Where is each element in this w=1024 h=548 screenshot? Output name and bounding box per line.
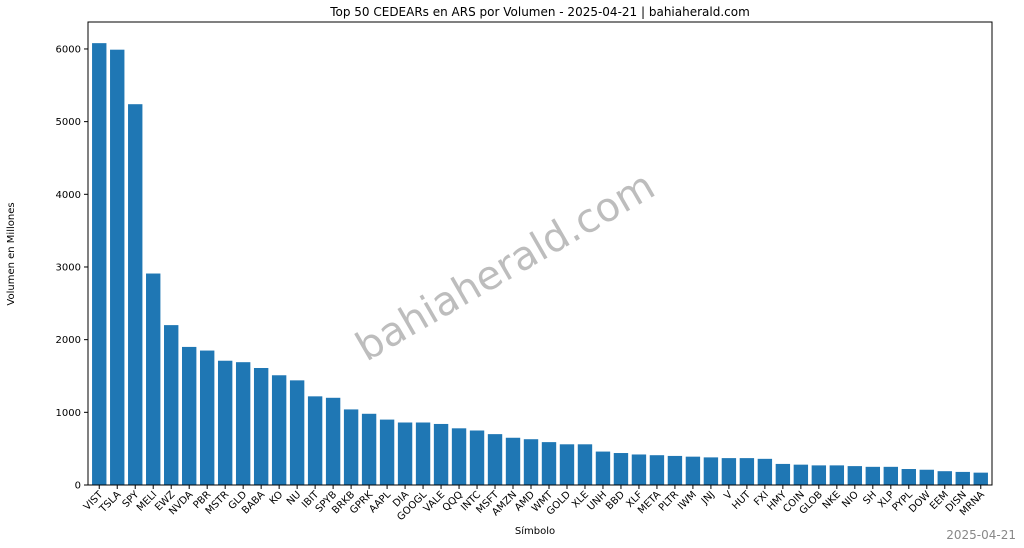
bar: [325, 397, 341, 485]
bar: [595, 451, 611, 485]
x-tick-label: NIO: [840, 489, 861, 510]
bar: [811, 465, 827, 485]
bar: [523, 439, 539, 485]
bar: [721, 458, 737, 485]
bar: [487, 434, 503, 485]
bar: [649, 455, 665, 485]
bar: [146, 273, 161, 485]
bar: [757, 458, 773, 485]
bar: [128, 104, 143, 485]
bar: [919, 469, 934, 485]
bar: [253, 367, 269, 485]
bar: [235, 362, 251, 485]
bar: [361, 413, 377, 485]
bar: [613, 453, 629, 485]
bar: [433, 423, 449, 485]
bar: [973, 472, 988, 485]
y-tick-label: 2000: [56, 335, 81, 346]
bar: [505, 437, 521, 485]
bar: [739, 458, 755, 485]
x-tick-label: UNH: [586, 489, 610, 513]
bar: [901, 469, 916, 485]
bar: [559, 444, 575, 485]
y-tick-label: 4000: [56, 190, 81, 201]
x-tick-label: NKE: [821, 489, 843, 511]
bar: [343, 409, 359, 485]
bar: [793, 464, 809, 485]
x-tick-label: NU: [285, 489, 303, 507]
x-tick-label: MELI: [135, 489, 159, 513]
bar: [307, 396, 323, 485]
bar: [164, 325, 179, 485]
bar: [92, 43, 107, 485]
x-tick-label: KO: [268, 489, 286, 507]
watermark: bahiaherald.com: [348, 163, 662, 371]
bar: [397, 422, 413, 485]
bar: [110, 49, 125, 486]
x-tick-label: HUT: [730, 489, 753, 512]
x-tick-label: QQQ: [441, 489, 466, 514]
y-tick-label: 5000: [56, 117, 81, 128]
bar: [577, 444, 593, 485]
bar: [451, 428, 467, 485]
footer-date: 2025-04-21: [946, 528, 1016, 542]
y-tick-label: 3000: [56, 262, 81, 273]
bar: [685, 456, 701, 485]
bar: [199, 350, 215, 485]
x-tick-label: IWM: [676, 489, 699, 512]
plot-frame: [87, 21, 993, 486]
bar: [937, 471, 952, 485]
bar: [883, 466, 899, 485]
x-tick-label: AAPL: [367, 489, 393, 515]
chart-title: Top 50 CEDEARs en ARS por Volumen - 2025…: [329, 5, 750, 19]
x-tick-label: PLTR: [657, 489, 681, 513]
bar: [667, 455, 683, 485]
bar: [379, 419, 395, 485]
y-axis-label: Volumen en Millones: [6, 202, 17, 305]
y-tick-label: 6000: [56, 44, 81, 55]
x-tick-label: SH: [861, 489, 879, 507]
bar: [865, 466, 881, 485]
x-axis-label: Símbolo: [515, 525, 555, 537]
y-tick-label: 1000: [56, 408, 81, 419]
x-tick-label: BBD: [604, 489, 627, 512]
y-tick-label: 0: [75, 481, 81, 492]
bar: [703, 457, 719, 485]
bar: [217, 360, 233, 485]
bar: [775, 463, 791, 485]
bar: [289, 380, 305, 485]
bar: [955, 471, 970, 485]
bar: [541, 442, 557, 485]
bar: [631, 454, 647, 485]
bar: [415, 422, 431, 485]
bar: [469, 430, 485, 485]
x-tick-label: JNJ: [699, 489, 717, 507]
bar: [847, 466, 863, 485]
bar: [271, 375, 287, 485]
bar: [181, 346, 197, 485]
bar: [829, 465, 845, 485]
